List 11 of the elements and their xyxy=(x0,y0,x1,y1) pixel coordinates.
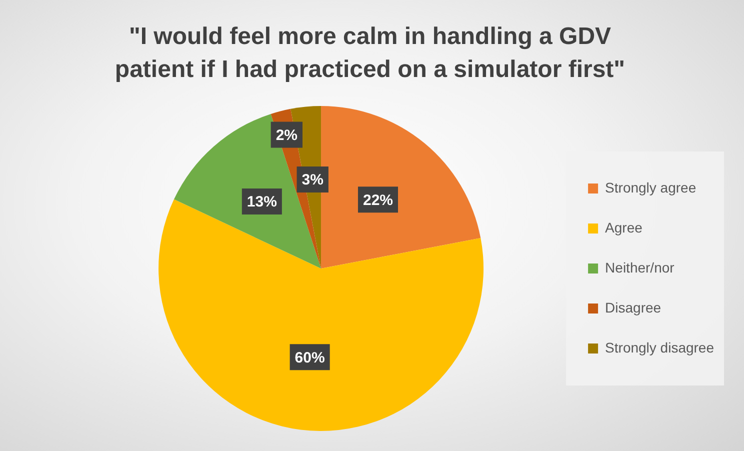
data-label: 3% xyxy=(302,172,324,189)
data-label: 60% xyxy=(294,349,325,366)
legend-label: Strongly agree xyxy=(605,179,696,196)
legend-label: Strongly disagree xyxy=(605,339,714,356)
data-label: 13% xyxy=(246,194,277,211)
data-label: 2% xyxy=(276,126,298,144)
legend-label: Neither/nor xyxy=(605,259,675,276)
data-label: 22% xyxy=(362,192,394,209)
legend-label: Agree xyxy=(605,219,643,236)
legend-label: Disagree xyxy=(605,299,662,316)
chart-title: "I would feel more calm in handling a GDV patient if I had practiced on a simulator first" xyxy=(114,22,626,85)
